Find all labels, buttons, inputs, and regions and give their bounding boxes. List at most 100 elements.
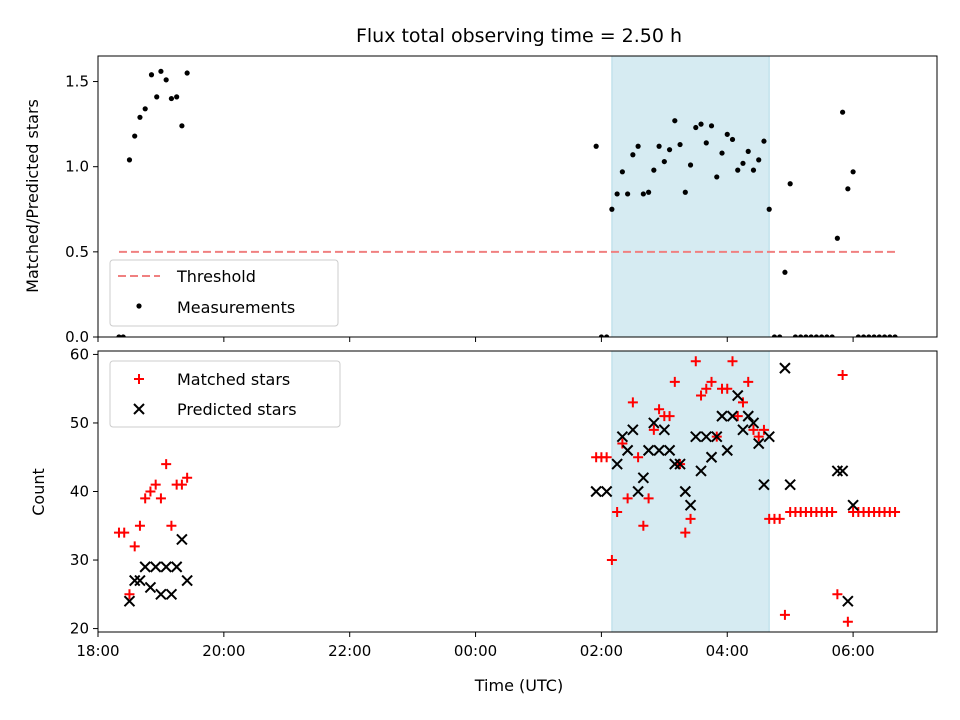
matched-stars-point: [701, 383, 712, 394]
predicted-stars-point: [663, 444, 676, 457]
predicted-stars-point: [144, 581, 157, 594]
y-tick-label: 30: [70, 551, 89, 569]
measurement-point: [808, 334, 814, 337]
matched-stars-point: [722, 383, 733, 394]
measurement-point: [771, 334, 778, 337]
legend-box: [109, 360, 341, 428]
measurement-point: [855, 334, 861, 337]
top-panel-ratio: 0.0 0.5 1.0 1.5 Threshold Measurements: [65, 55, 938, 346]
predicted-stars-point: [842, 595, 854, 607]
predicted-stars-point: [716, 410, 728, 422]
measurement-point: [174, 94, 180, 100]
matched-stars-point: [134, 520, 145, 531]
bottom-panel-counts: 20 30 40 50 60 18:00 20:00 22:00 00:00 02:00 04:00…: [70, 345, 938, 660]
bottom-y-axis-label: Count: [29, 468, 48, 516]
predicted-stars-point: [149, 561, 162, 573]
matched-stars-point: [612, 507, 623, 518]
measurement-point: [630, 152, 636, 158]
measurement-point: [672, 118, 678, 124]
observing-window-shade: [611, 351, 770, 632]
legend-predicted-swatch: [133, 403, 145, 415]
y-tick-label: 1.0: [65, 158, 89, 176]
measurement-point: [735, 167, 741, 173]
matched-stars-point: [696, 390, 707, 401]
measurement-point: [887, 334, 893, 337]
matched-stars-point: [680, 527, 691, 538]
measurement-point: [729, 136, 736, 143]
figure-title: Flux total observing time = 2.50 h: [356, 25, 682, 47]
measurement-point: [871, 334, 877, 337]
measurement-point: [120, 334, 126, 337]
predicted-stars-point: [658, 424, 671, 436]
predicted-stars-point: [753, 437, 765, 450]
predicted-stars-point: [705, 451, 718, 463]
x-axis-label: Time (UTC): [474, 676, 563, 695]
measurement-point: [677, 141, 683, 148]
matched-stars-point: [145, 486, 156, 497]
y-tick-label: 0.5: [65, 243, 89, 261]
predicted-stars-point: [669, 458, 681, 470]
predicted-stars-point: [758, 478, 770, 491]
matched-stars-point: [140, 493, 151, 504]
predicted-stars-point: [690, 430, 702, 443]
predicted-stars-point: [653, 444, 665, 457]
matched-stars-point: [601, 452, 612, 463]
matched-stars-point: [732, 411, 743, 422]
predicted-stars-point: [134, 574, 146, 587]
predicted-stars-point: [590, 485, 602, 498]
measurement-point: [745, 148, 751, 154]
legend-box: [109, 259, 339, 327]
measurement-point: [614, 191, 620, 197]
predicted-stars-point: [747, 417, 760, 429]
matched-stars-point: [837, 369, 848, 380]
measurement-point: [609, 206, 615, 212]
measurement-point: [845, 186, 851, 192]
predicted-stars-point: [763, 430, 775, 443]
measurement-point: [787, 181, 793, 187]
x-tick-label: 04:00: [706, 642, 749, 660]
measurement-point: [593, 143, 599, 149]
measurement-point: [714, 174, 720, 180]
matched-stars-point: [748, 424, 759, 435]
matched-stars-point: [779, 609, 790, 620]
x-tick-label: 06:00: [831, 642, 874, 660]
measurement-point: [892, 334, 898, 337]
measurement-point: [803, 334, 809, 337]
measurement-point: [651, 167, 657, 173]
predicted-stars-point: [784, 478, 796, 491]
matched-stars-point: [617, 438, 628, 449]
y-tick-label: 50: [70, 414, 89, 432]
predicted-stars-point: [836, 465, 849, 477]
matched-stars-point: [182, 472, 193, 483]
matched-stars-point: [176, 479, 187, 490]
matched-stars-point: [743, 376, 754, 387]
measurement-point: [698, 121, 704, 127]
matched-stars-point: [727, 356, 738, 367]
measurement-point: [693, 124, 699, 131]
measurement-point: [656, 143, 662, 149]
predicted-stars-point: [700, 430, 712, 443]
matched-stars-point: [664, 411, 675, 422]
predicted-stars-point: [695, 465, 707, 477]
matched-stars-point: [706, 376, 717, 387]
measurement-point: [834, 235, 840, 241]
measurement-point: [163, 77, 169, 83]
measurement-point: [635, 143, 641, 149]
measurement-point: [860, 334, 867, 337]
matched-stars-point: [753, 431, 764, 442]
legend-threshold-label: Threshold: [176, 267, 256, 286]
measurement-point: [761, 138, 767, 144]
predicted-stars-point: [128, 574, 141, 587]
measurement-point: [881, 334, 888, 337]
predicted-stars-point: [139, 561, 151, 573]
matched-stars-point: [890, 507, 901, 518]
matched-stars-point: [166, 520, 177, 531]
matched-stars-point: [155, 493, 166, 504]
x-tick-label: 00:00: [454, 642, 497, 660]
observing-window-shade: [611, 56, 770, 337]
measurement-point: [640, 191, 646, 197]
axes-frame: [97, 55, 938, 338]
measurement-point: [661, 158, 667, 165]
matched-stars-point: [606, 555, 617, 566]
measurement-point: [179, 123, 185, 129]
